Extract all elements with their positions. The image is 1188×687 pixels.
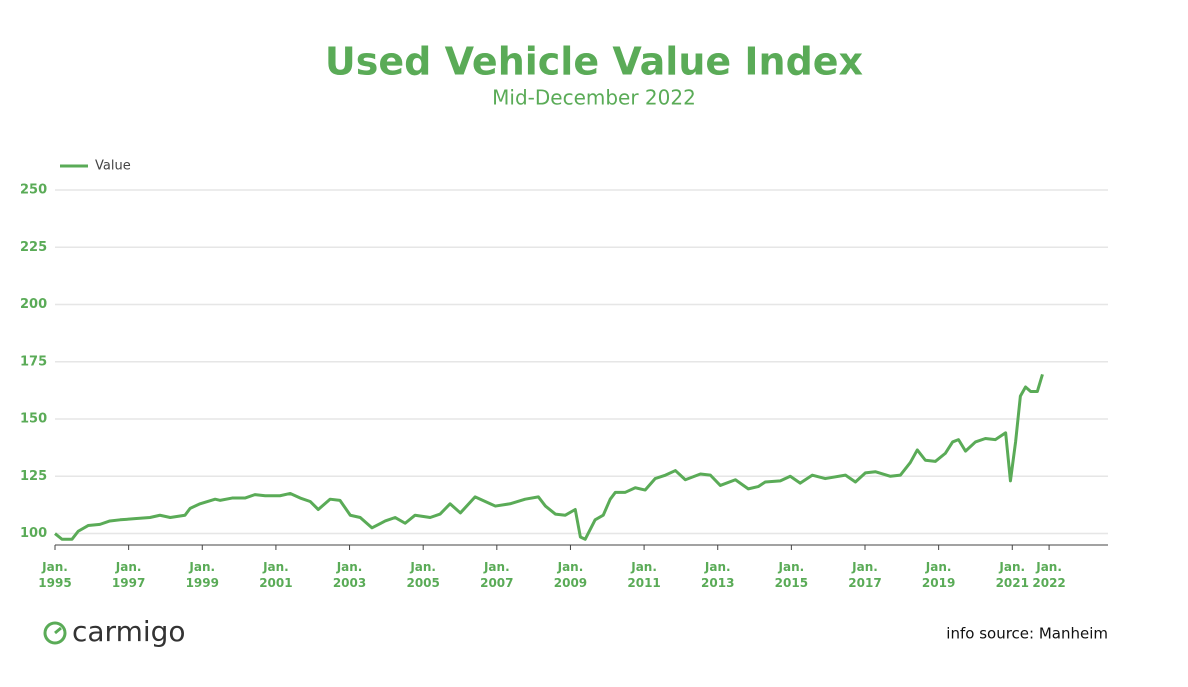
x-tick-label: Jan. 2005 [406,560,440,590]
chart-title: Used Vehicle Value Index [325,40,863,84]
x-tick-label: Jan. 2022 [1032,560,1066,590]
y-tick-label: 100 [20,526,47,541]
line-series [54,373,1044,541]
x-tick-label: Jan. 2015 [774,560,809,590]
x-tick-label: Jan. 2009 [553,560,588,590]
source: info source: Manheim [946,625,1108,643]
chart-subtitle: Mid-December 2022 [492,86,696,110]
y-tick-label: 250 [20,183,47,198]
x-tick-label: Jan. 2003 [332,560,367,590]
y-tick-label: 125 [20,469,47,484]
x-tick-label: Jan. 1997 [111,560,146,590]
y-tick-label: 225 [20,240,47,255]
x-tick-label: Jan. 2011 [627,560,661,590]
x-tick-label: Jan. 2001 [259,560,293,590]
x-tick-label: Jan. 1999 [185,560,219,590]
x-tick-label: Jan. 1995 [38,560,72,590]
x-tick-label: Jan. 2021 [995,560,1029,590]
x-tick-label: Jan. 2019 [921,560,956,590]
y-tick-label: 200 [20,297,47,312]
logo-icon [43,621,67,645]
x-tick-label: Jan. 2013 [701,560,735,590]
y-tick-label: 175 [20,354,47,369]
x-tick-label: Jan. 2017 [848,560,882,590]
legend-label: Value [95,159,131,174]
y-tick-label: 150 [20,412,47,427]
brand: carmigo [72,615,186,648]
x-tick-label: Jan. 2007 [480,560,514,590]
logo-needle [54,626,62,635]
